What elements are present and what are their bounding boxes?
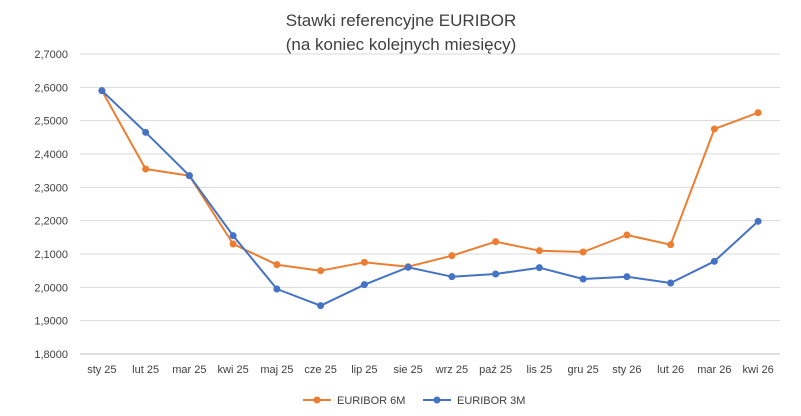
y-axis: 1,8000 1,9000 2,0000 2,1000 2,2000 2,3000 2,40… — [34, 49, 68, 361]
x-tick-label: lut 25 — [132, 364, 159, 376]
y-tick-label: 2,2000 — [34, 216, 68, 228]
x-tick-label: wrz 25 — [435, 364, 468, 376]
data-point — [360, 281, 368, 289]
x-axis: sty 25 lut 25 mar 25 kwi 25 maj 25 cze 25 lip … — [80, 353, 780, 376]
data-point — [535, 247, 543, 255]
y-tick-label: 1,9000 — [34, 316, 68, 328]
x-tick-label: gru 25 — [568, 364, 599, 376]
data-point — [229, 232, 237, 240]
data-point — [667, 279, 675, 287]
data-point — [579, 275, 587, 283]
y-tick-label: 2,4000 — [34, 149, 68, 161]
legend-item: EURIBOR 6M — [303, 395, 405, 407]
x-tick-label: lut 26 — [657, 364, 684, 376]
data-point — [229, 240, 237, 248]
y-tick-label: 2,7000 — [34, 49, 68, 61]
series-1 — [98, 87, 762, 275]
x-tick-label: lip 25 — [351, 364, 377, 376]
y-tick-label: 2,6000 — [34, 82, 68, 94]
legend-label: EURIBOR 3M — [457, 395, 525, 407]
x-tick-label: mar 25 — [172, 364, 206, 376]
x-tick-label: paź 25 — [479, 364, 512, 376]
legend: EURIBOR 6M EURIBOR 3M — [303, 395, 525, 407]
data-point — [492, 270, 500, 278]
data-point — [754, 109, 762, 117]
data-point — [579, 248, 587, 256]
legend-item: EURIBOR 3M — [423, 395, 525, 407]
gridlines — [80, 53, 780, 355]
data-point — [754, 217, 762, 225]
legend-swatch-marker — [313, 396, 321, 404]
series-group — [98, 87, 762, 310]
data-point — [360, 258, 368, 266]
legend-swatch-marker — [433, 396, 441, 404]
series-line — [101, 89, 759, 307]
y-tick-label: 1,8000 — [34, 349, 68, 361]
data-point — [185, 172, 193, 180]
x-tick-label: maj 25 — [260, 364, 293, 376]
data-point — [667, 241, 675, 249]
data-point — [404, 263, 412, 271]
x-tick-label: sie 25 — [393, 364, 422, 376]
x-tick-label: sty 26 — [612, 364, 641, 376]
data-point — [273, 261, 281, 269]
data-point — [710, 125, 718, 133]
series-2 — [98, 87, 762, 310]
data-point — [623, 273, 631, 281]
data-point — [273, 285, 281, 293]
data-point — [448, 252, 456, 260]
y-tick-label: 2,0000 — [34, 282, 68, 294]
y-tick-label: 2,5000 — [34, 116, 68, 128]
data-point — [492, 238, 500, 246]
data-point — [317, 267, 325, 275]
y-tick-label: 2,3000 — [34, 182, 68, 194]
data-point — [710, 257, 718, 265]
legend-label: EURIBOR 6M — [337, 395, 405, 407]
chart-title: Stawki referencyjne EURIBOR — [286, 11, 517, 30]
series-line — [101, 90, 759, 272]
chart-subtitle: (na koniec kolejnych miesięcy) — [286, 35, 517, 54]
x-tick-label: cze 25 — [304, 364, 336, 376]
data-point — [535, 264, 543, 272]
data-point — [623, 231, 631, 239]
data-point — [448, 273, 456, 281]
data-point — [142, 165, 150, 173]
y-tick-label: 2,1000 — [34, 249, 68, 261]
x-tick-label: mar 26 — [697, 364, 731, 376]
x-tick-label: lis 25 — [527, 364, 553, 376]
data-point — [317, 302, 325, 310]
x-tick-label: kwi 25 — [218, 364, 249, 376]
x-tick-label: sty 25 — [87, 364, 116, 376]
data-point — [142, 128, 150, 136]
x-tick-label: kwi 26 — [743, 364, 774, 376]
data-point — [98, 87, 106, 95]
